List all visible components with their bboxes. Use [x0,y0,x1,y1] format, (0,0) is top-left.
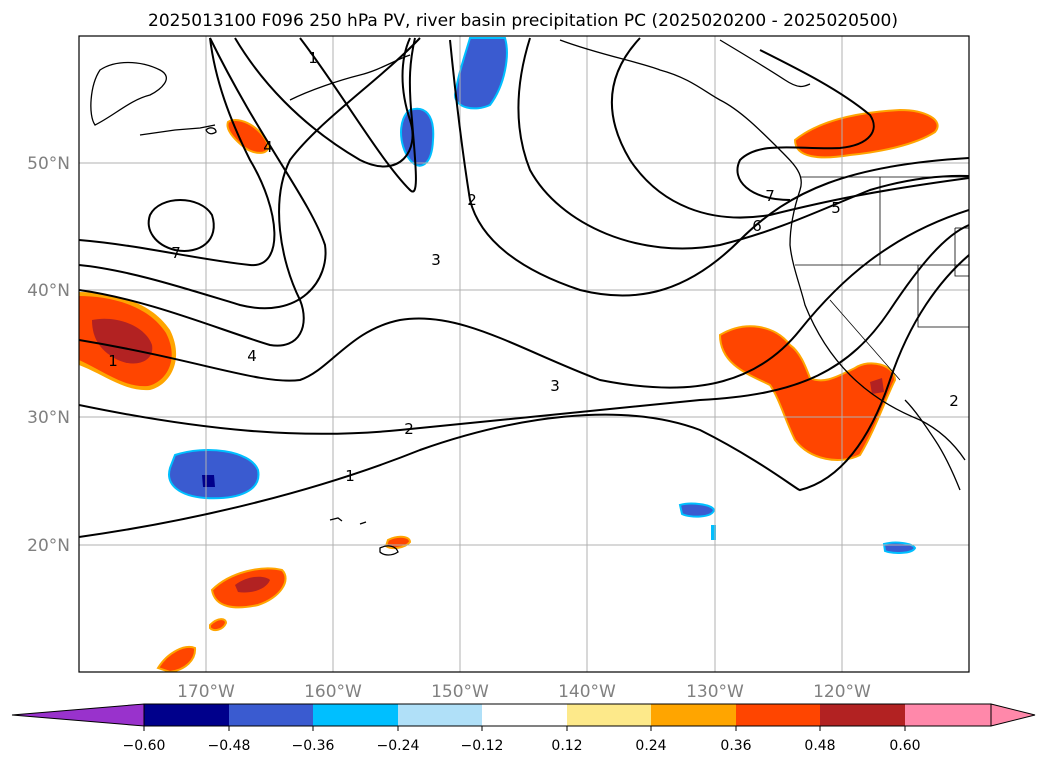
positive-region [793,108,939,159]
colorbar-swatch [398,704,482,726]
contour-label: 4 [247,347,257,365]
negative-region [882,541,917,554]
colorbar-tick-label: −0.60 [123,738,166,754]
contour-label: 4 [263,138,273,156]
lon-label-120w: 120°W [813,682,871,702]
colorbar-swatch [651,704,736,726]
colorbar-tick-label: 0.60 [889,738,920,754]
contour-label: 2 [467,191,477,209]
negative-region [453,37,508,110]
coastlines [90,39,966,556]
contour-label: 1 [108,352,118,370]
negative-region [168,449,260,500]
contour-label: 2 [949,392,959,410]
pv-contours [79,37,969,538]
lon-labels: 170°W 160°W 150°W 140°W 130°W 120°W [177,682,871,702]
strong-positive-region [235,576,270,593]
map-frame [78,35,970,673]
colorbar-swatch [736,704,820,726]
lon-label-160w: 160°W [304,682,362,702]
contour-label: 1 [308,49,318,67]
colorbar-tick-label: −0.48 [208,738,251,754]
colorbar-swatch [144,704,229,726]
lat-label-30n: 30°N [27,408,70,428]
colorbar-swatch [567,704,651,726]
colorbar-tick-label: 0.24 [635,738,666,754]
colorbar-tick-label: −0.24 [377,738,420,754]
strong-positive-region [870,378,884,394]
contour-labels: 7 1 4 4 3 2 1 2 3 7 6 5 1 2 [108,49,959,485]
contour-label: 3 [550,377,560,395]
lat-label-40n: 40°N [27,281,70,301]
positive-region [226,119,270,154]
positive-region [209,618,228,632]
strong-positive-region [92,318,153,364]
colorbar-swatch [905,704,991,726]
colorbar-swatch [482,704,567,726]
colorbar-tick-label: −0.36 [292,738,335,754]
lon-label-140w: 140°W [558,682,616,702]
positive-region [156,646,197,672]
map-title: 2025013100 F096 250 hPa PV, river basin … [148,11,898,31]
colorbar-tick-label: 0.36 [720,738,751,754]
positive-region [718,325,897,461]
colorbar-extend-low [11,703,145,727]
colorbar-swatch [313,704,398,726]
colorbar-tick-label: −0.12 [461,738,504,754]
contour-label: 7 [765,187,775,205]
lon-label-170w: 170°W [177,682,235,702]
borders [795,176,969,381]
contour-label: 6 [752,217,762,235]
colorbar-tick-label: 0.48 [804,738,835,754]
colorbar: −0.60 −0.48 −0.36 −0.24 −0.12 0.12 0.24 … [11,703,1036,754]
colorbar-swatch [229,704,313,726]
colorbar-tick-label: 0.12 [551,738,582,754]
contour-label: 2 [404,420,414,438]
lon-label-150w: 150°W [431,682,489,702]
colorbar-swatch [820,704,905,726]
contour-label: 5 [831,199,841,217]
contour-label: 7 [171,244,181,262]
lat-label-50n: 50°N [27,154,70,174]
contour-label: 3 [431,251,441,269]
contour-label: 1 [345,467,355,485]
lon-label-130w: 130°W [686,682,744,702]
lat-labels: 50°N 40°N 30°N 20°N [27,154,70,556]
strong-negative-region [202,475,215,487]
colorbar-extend-high [990,703,1036,727]
lat-label-20n: 20°N [27,536,70,556]
negative-region [678,502,716,518]
